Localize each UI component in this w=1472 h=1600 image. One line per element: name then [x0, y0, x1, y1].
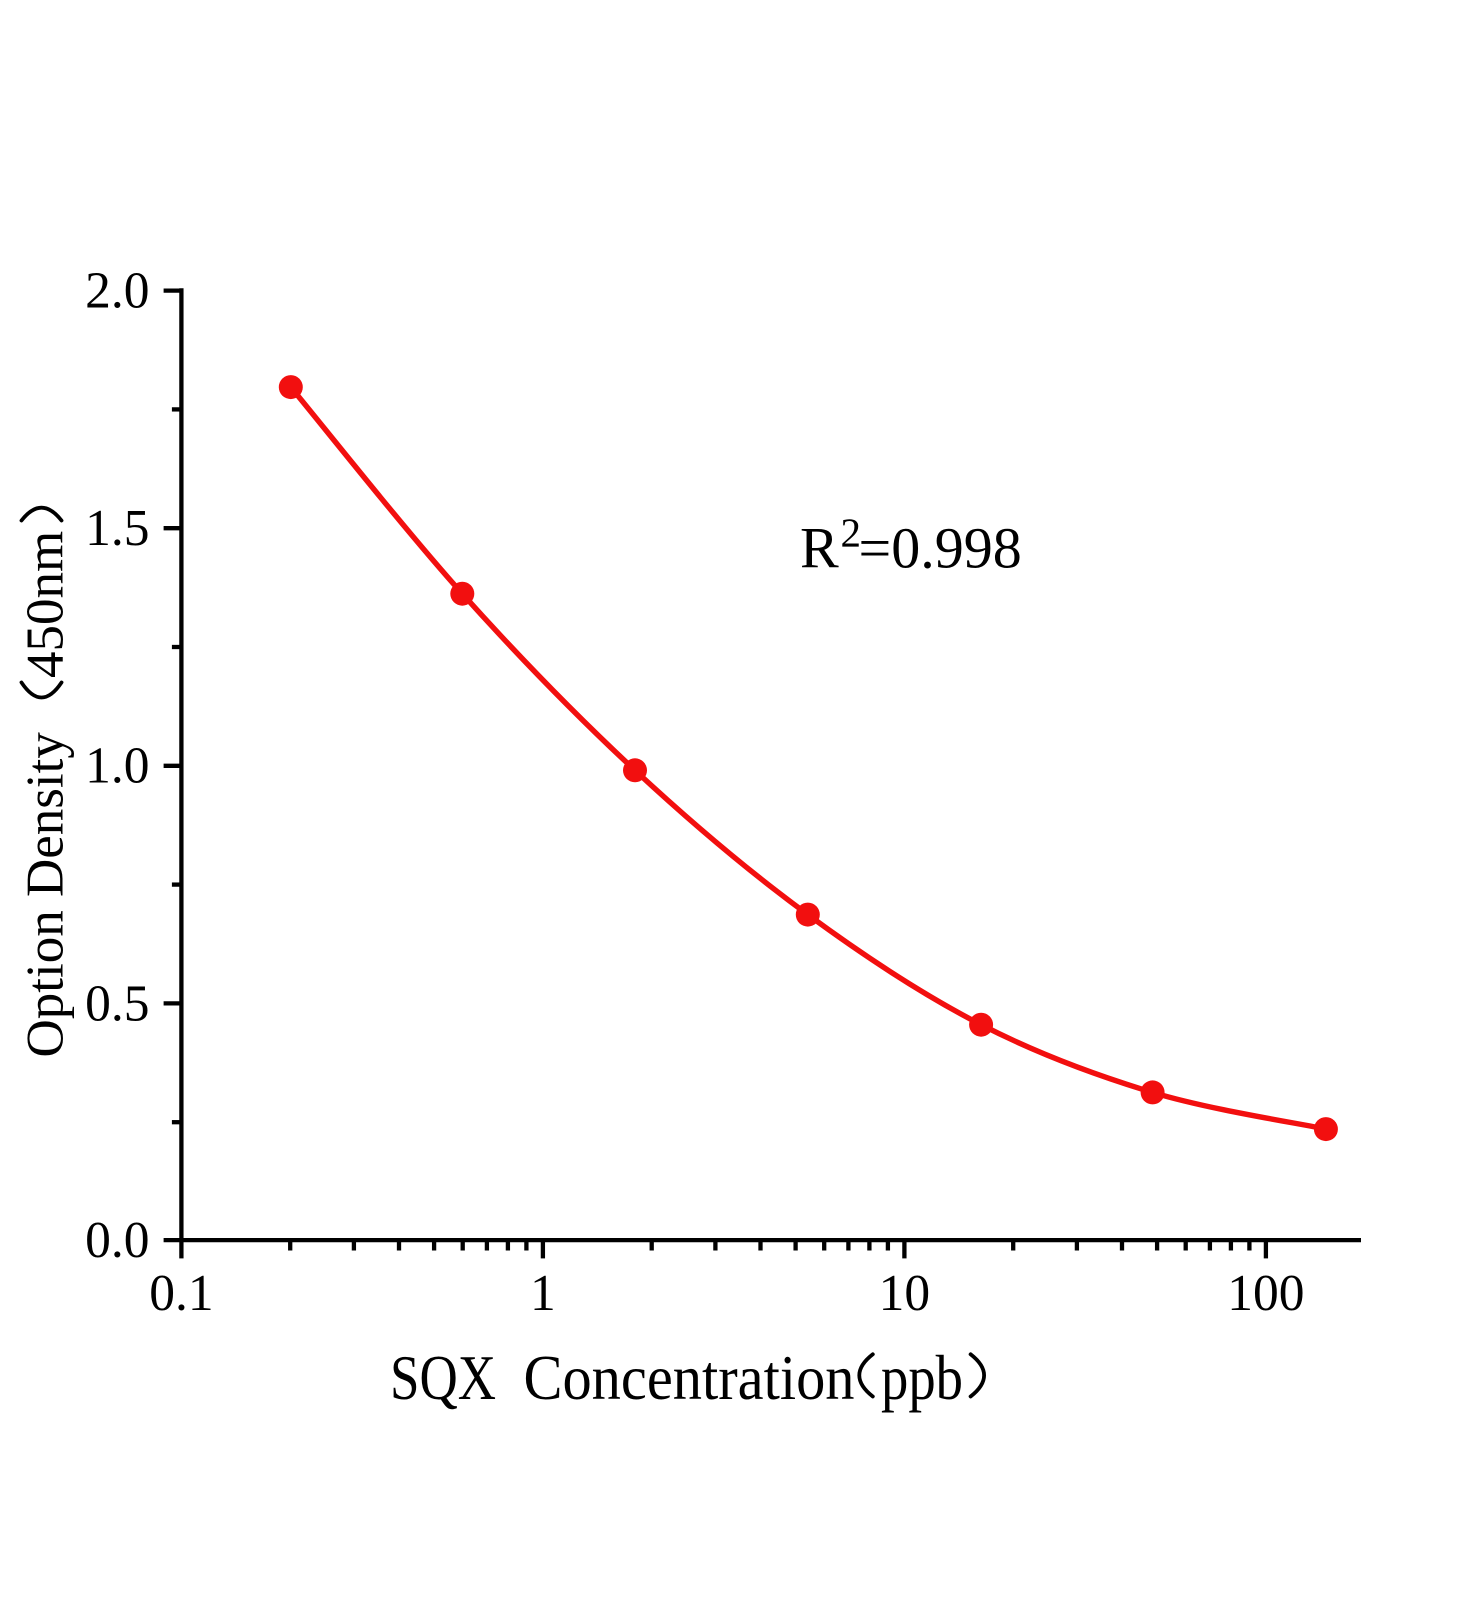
svg-text:R: R — [800, 516, 839, 581]
svg-text:100: 100 — [1227, 1265, 1304, 1322]
svg-text:2.0: 2.0 — [85, 263, 149, 320]
svg-text:0.1: 0.1 — [149, 1265, 213, 1322]
svg-text:ppb: ppb — [881, 1342, 963, 1413]
svg-text:1.5: 1.5 — [85, 500, 149, 557]
svg-text:Option Density: Option Density — [16, 732, 74, 1058]
svg-text:SQX: SQX — [390, 1342, 496, 1413]
svg-text:1.0: 1.0 — [85, 738, 149, 795]
svg-text:=0.998: =0.998 — [859, 516, 1022, 581]
svg-text:450nm: 450nm — [16, 531, 74, 678]
svg-text:Concentration: Concentration — [524, 1342, 855, 1413]
svg-text:10: 10 — [879, 1265, 931, 1322]
svg-text:0.5: 0.5 — [85, 975, 149, 1032]
svg-text:1: 1 — [530, 1265, 556, 1322]
svg-text:2: 2 — [841, 510, 862, 556]
svg-text:0.0: 0.0 — [85, 1212, 149, 1269]
